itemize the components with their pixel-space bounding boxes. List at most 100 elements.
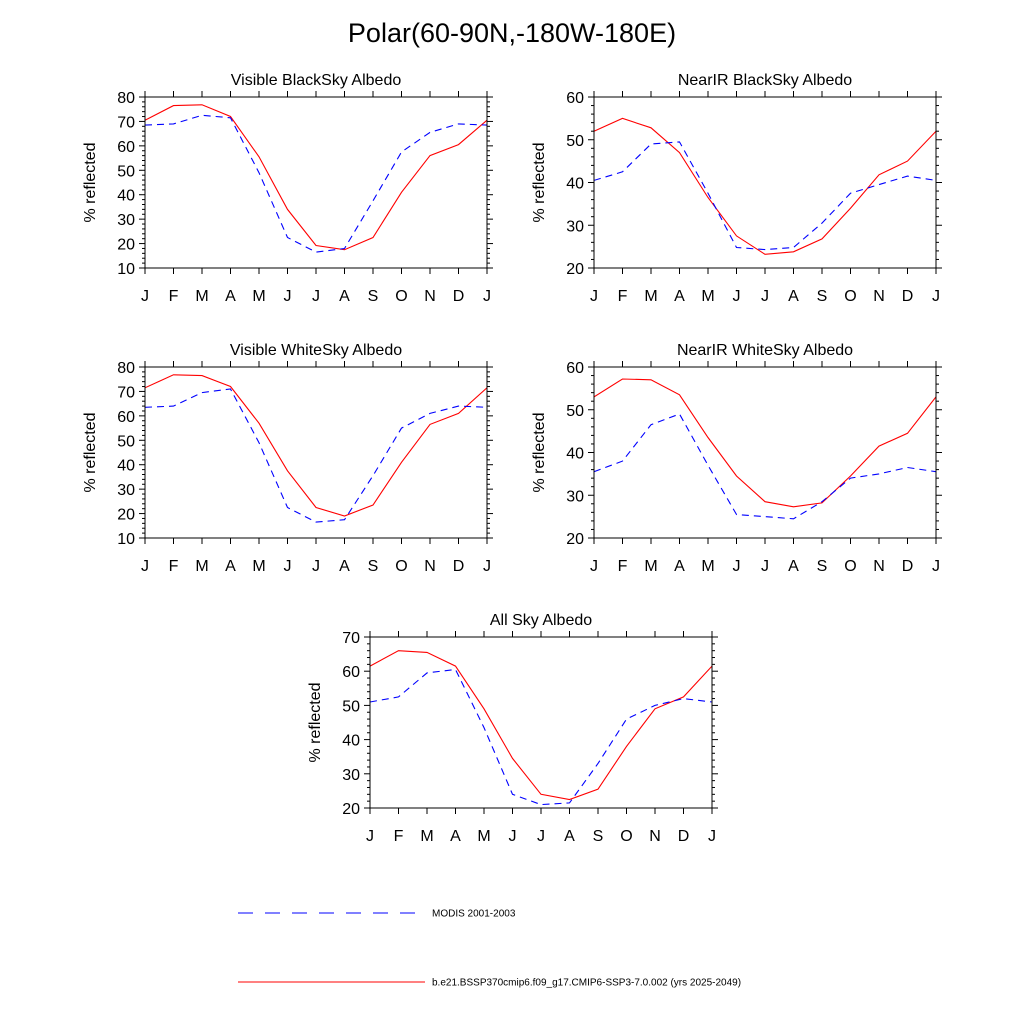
x-tick-label: M [701, 558, 714, 575]
y-axis-label: % reflected [307, 682, 324, 762]
y-tick-label: 30 [117, 482, 135, 499]
x-tick-label: S [368, 288, 379, 305]
y-tick-label: 60 [566, 360, 584, 377]
x-tick-label: J [366, 828, 374, 845]
y-axis-label: % reflected [82, 142, 99, 222]
x-tick-label: A [339, 288, 350, 305]
x-tick-label: A [788, 558, 799, 575]
legend-item-model: b.e21.BSSP370cmip6.f09_g17.CMIP6-SSP3-7.… [238, 978, 741, 989]
x-tick-label: J [284, 288, 292, 305]
legend-item-obs: MODIS 2001-2003 [238, 909, 516, 920]
x-tick-label: D [453, 558, 465, 575]
series-line-model [594, 378, 936, 508]
x-tick-label: N [873, 288, 885, 305]
y-tick-label: 60 [117, 139, 135, 156]
chart-panel-4: NearIR WhiteSky Albedo % reflected 20 30 40 5… [531, 342, 942, 575]
plot-frame [593, 366, 937, 539]
x-tick-label: M [420, 828, 433, 845]
y-tick-label: 60 [342, 664, 360, 681]
y-tick-label: 20 [566, 261, 584, 278]
x-tick-label: A [564, 828, 575, 845]
x-tick-label: O [620, 828, 632, 845]
plot-frame [144, 96, 488, 269]
y-tick-label: 70 [117, 384, 135, 401]
x-tick-label: M [701, 288, 714, 305]
x-tick-label: O [395, 288, 407, 305]
x-tick-label: A [225, 558, 236, 575]
x-tick-label: D [678, 828, 690, 845]
legend-label: MODIS 2001-2003 [432, 909, 516, 920]
y-tick-label: 20 [117, 237, 135, 254]
x-tick-label: J [932, 288, 940, 305]
series-line-model [370, 650, 712, 801]
y-tick-label: 50 [342, 698, 360, 715]
plot-frame [144, 366, 488, 539]
x-tick-label: M [195, 558, 208, 575]
y-tick-label: 30 [117, 212, 135, 229]
y-tick-label: 60 [566, 90, 584, 107]
x-tick-label: D [902, 558, 914, 575]
y-tick-label: 40 [342, 733, 360, 750]
x-tick-label: A [339, 558, 350, 575]
panel-title: Visible WhiteSky Albedo [230, 342, 402, 359]
series-line-obs [370, 668, 712, 806]
x-tick-label: A [674, 288, 685, 305]
x-tick-label: M [644, 288, 657, 305]
panel-title: NearIR WhiteSky Albedo [677, 342, 853, 359]
y-tick-label: 20 [117, 507, 135, 524]
x-tick-label: J [708, 828, 716, 845]
x-tick-label: J [590, 288, 598, 305]
y-tick-label: 50 [117, 433, 135, 450]
chart-panel-3: Visible WhiteSky Albedo % reflected 10 20 30… [82, 342, 493, 575]
x-tick-label: J [537, 828, 545, 845]
y-tick-label: 70 [117, 114, 135, 131]
x-tick-label: J [141, 288, 149, 305]
legend-label: b.e21.BSSP370cmip6.f09_g17.CMIP6-SSP3-7.… [432, 978, 741, 989]
x-tick-label: J [761, 288, 769, 305]
y-tick-label: 20 [566, 531, 584, 548]
x-tick-label: J [761, 558, 769, 575]
y-tick-label: 80 [117, 90, 135, 107]
y-tick-label: 40 [566, 446, 584, 463]
x-tick-label: J [590, 558, 598, 575]
x-tick-label: J [733, 558, 741, 575]
x-tick-label: M [252, 288, 265, 305]
y-axis-label: % reflected [531, 142, 548, 222]
y-tick-label: 20 [342, 801, 360, 818]
panel-title: Visible BlackSky Albedo [231, 72, 402, 89]
x-tick-label: J [141, 558, 149, 575]
chart-panel-2: NearIR BlackSky Albedo % reflected 20 30 40 5… [531, 72, 942, 305]
y-tick-label: 10 [117, 261, 135, 278]
x-tick-label: O [844, 288, 856, 305]
x-tick-label: A [225, 288, 236, 305]
y-tick-label: 50 [566, 133, 584, 150]
y-tick-label: 50 [566, 403, 584, 420]
chart-panel-1: Visible BlackSky Albedo % reflected 10 20 30… [82, 72, 493, 305]
series-line-obs [594, 413, 936, 520]
x-tick-label: N [873, 558, 885, 575]
x-tick-label: J [509, 828, 517, 845]
x-tick-label: M [644, 558, 657, 575]
x-tick-label: N [649, 828, 661, 845]
y-tick-label: 10 [117, 531, 135, 548]
x-tick-label: M [195, 288, 208, 305]
series-line-model [145, 374, 487, 517]
x-tick-label: A [788, 288, 799, 305]
series-line-obs [594, 141, 936, 251]
y-tick-label: 30 [566, 218, 584, 235]
figure-title: Polar(60-90N,-180W-180E) [347, 18, 677, 48]
x-tick-label: N [424, 288, 436, 305]
x-tick-label: O [844, 558, 856, 575]
x-tick-label: J [483, 558, 491, 575]
y-tick-label: 40 [566, 176, 584, 193]
series-line-model [594, 117, 936, 255]
x-tick-label: O [395, 558, 407, 575]
y-tick-label: 60 [117, 409, 135, 426]
x-tick-label: J [312, 558, 320, 575]
x-tick-label: J [284, 558, 292, 575]
series-line-model [145, 104, 487, 251]
x-tick-label: S [817, 558, 828, 575]
y-axis-label: % reflected [82, 412, 99, 492]
series-line-obs [145, 388, 487, 523]
